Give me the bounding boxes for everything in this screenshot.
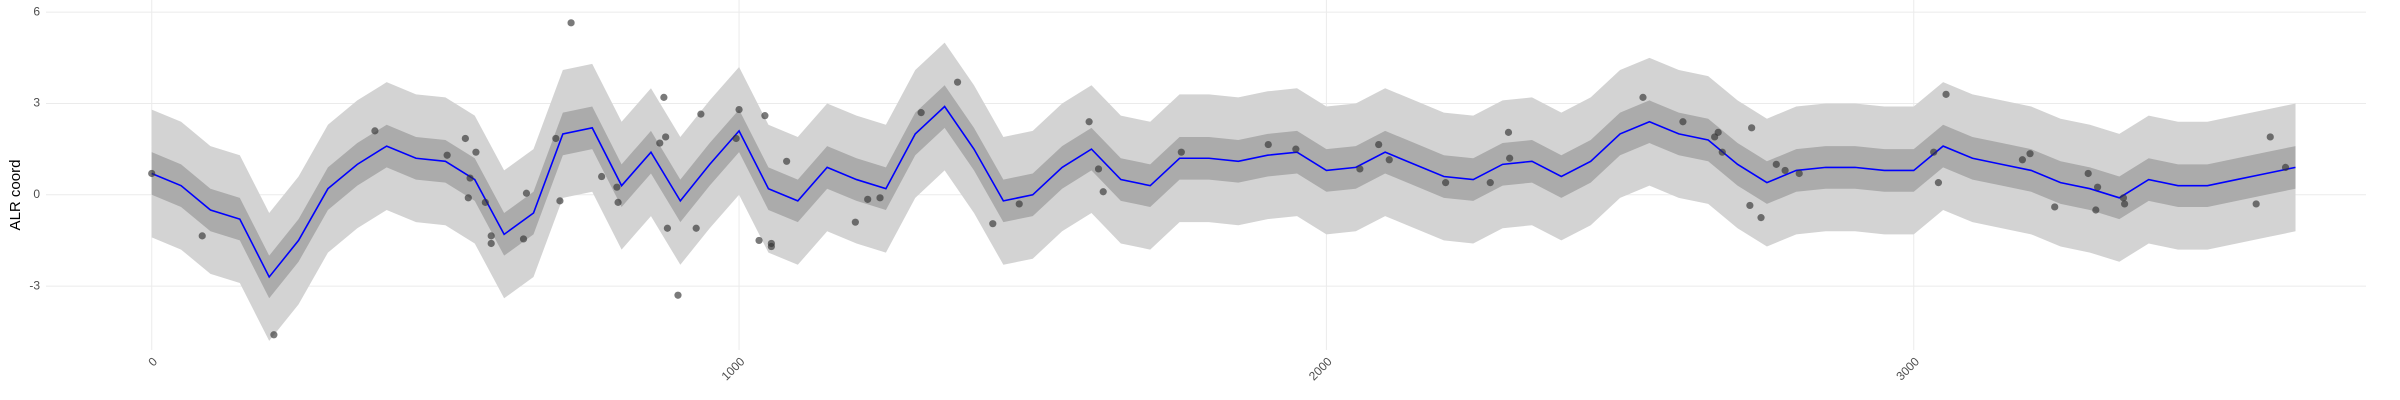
data-point — [522, 189, 531, 197]
x-tick-label: 2000 — [1306, 354, 1335, 383]
x-tick-label: 3000 — [1893, 354, 1922, 383]
data-point — [461, 134, 469, 143]
data-point — [466, 174, 474, 182]
data-point — [1442, 179, 1450, 187]
data-point — [697, 110, 705, 118]
data-point — [598, 172, 606, 181]
data-point — [1718, 148, 1726, 156]
y-axis-title: ALR coord — [7, 160, 24, 231]
data-point — [1942, 90, 1950, 98]
data-point — [662, 133, 670, 141]
data-point — [1177, 148, 1185, 156]
data-point — [2121, 200, 2129, 208]
data-point — [1506, 154, 1514, 162]
data-point — [472, 148, 480, 156]
data-point — [613, 183, 621, 191]
data-point — [371, 127, 379, 135]
data-point — [487, 239, 495, 248]
data-point — [2252, 200, 2260, 208]
data-point — [1795, 169, 1803, 178]
data-point — [567, 19, 575, 27]
data-point — [1292, 145, 1300, 153]
data-point — [953, 78, 962, 86]
data-point — [1772, 160, 1780, 168]
data-point — [1714, 128, 1722, 136]
data-point — [2026, 150, 2034, 158]
data-point — [2084, 169, 2092, 178]
data-point — [755, 236, 763, 245]
data-point — [663, 224, 672, 232]
confidence-band — [151, 42, 2296, 341]
y-tick-label: 6 — [33, 4, 40, 18]
data-point — [660, 93, 668, 101]
data-point — [1934, 179, 1943, 187]
data-point — [2092, 206, 2100, 214]
data-point — [1375, 140, 1383, 149]
data-point — [2018, 156, 2027, 164]
data-point — [552, 134, 560, 143]
data-point — [2093, 183, 2102, 191]
data-point — [481, 198, 489, 206]
y-tick-label: 3 — [33, 96, 40, 110]
data-point — [464, 194, 472, 202]
data-point — [556, 197, 564, 205]
data-point — [1748, 124, 1756, 132]
data-point — [1757, 214, 1765, 222]
data-point — [692, 224, 700, 232]
data-point — [1015, 200, 1023, 208]
data-point — [1264, 140, 1272, 149]
data-point — [656, 139, 664, 147]
x-tick-label: 1000 — [719, 354, 748, 383]
data-point — [1385, 156, 1393, 164]
x-tick-label: 0 — [145, 354, 160, 369]
data-point — [735, 105, 743, 114]
data-point — [1094, 165, 1103, 173]
data-point — [2119, 194, 2128, 202]
data-point — [1781, 166, 1789, 175]
data-point — [487, 232, 495, 240]
data-point — [864, 195, 872, 203]
data-point — [917, 109, 925, 117]
data-point — [1486, 179, 1494, 187]
data-point — [1639, 93, 1647, 101]
data-point — [767, 239, 775, 248]
data-point — [1746, 201, 1754, 210]
data-point — [519, 235, 528, 243]
data-point — [1099, 188, 1107, 196]
data-point — [198, 232, 206, 240]
data-point — [1504, 128, 1513, 136]
data-point — [614, 198, 622, 206]
data-point — [674, 291, 682, 299]
data-point — [443, 151, 451, 159]
data-point — [851, 218, 859, 226]
data-point — [2051, 203, 2059, 211]
data-point — [1085, 118, 1093, 126]
y-tick-label: -3 — [29, 278, 40, 292]
data-point — [2281, 163, 2290, 171]
data-point — [1679, 118, 1687, 126]
data-point — [1930, 148, 1938, 156]
data-point — [989, 220, 997, 228]
data-point — [761, 112, 769, 120]
data-point — [1356, 165, 1364, 173]
data-point — [148, 169, 156, 178]
data-point — [876, 194, 884, 202]
data-point — [783, 157, 791, 165]
line — [151, 105, 2296, 279]
data-point — [2266, 133, 2274, 141]
y-tick-label: 0 — [33, 187, 40, 201]
data-point — [732, 134, 740, 143]
data-point — [270, 331, 278, 339]
